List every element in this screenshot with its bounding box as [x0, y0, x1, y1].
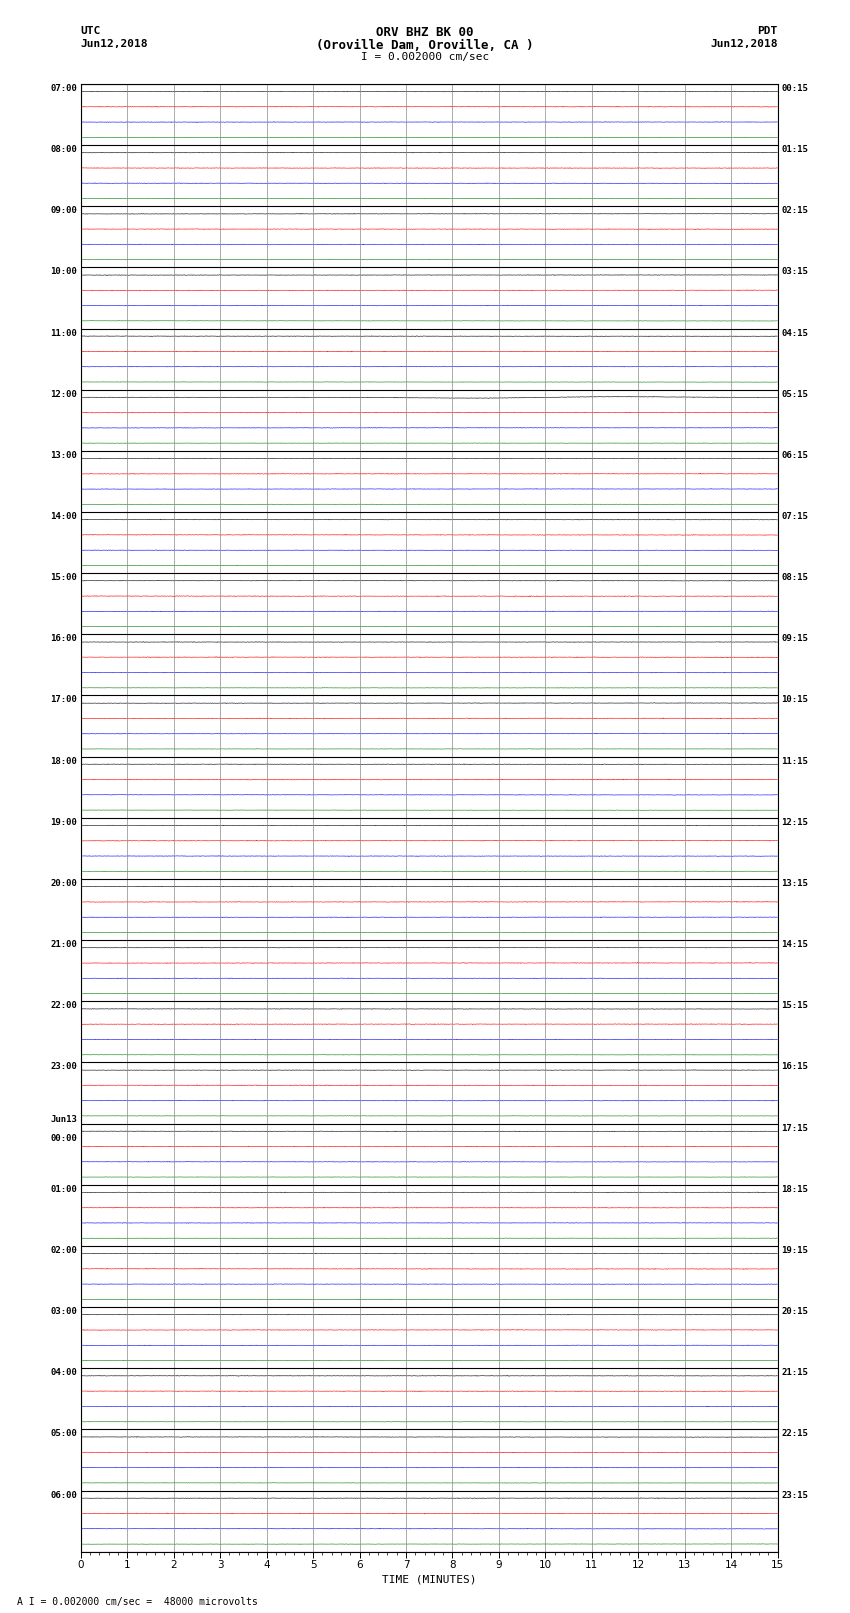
Text: 12:15: 12:15 [781, 818, 808, 827]
Text: 15:15: 15:15 [781, 1002, 808, 1010]
Text: 16:15: 16:15 [781, 1063, 808, 1071]
Text: 00:15: 00:15 [781, 84, 808, 94]
Text: 19:15: 19:15 [781, 1245, 808, 1255]
Text: Jun12,2018: Jun12,2018 [711, 39, 778, 48]
Text: 10:00: 10:00 [50, 268, 77, 276]
Text: 09:00: 09:00 [50, 206, 77, 215]
Text: 01:00: 01:00 [50, 1186, 77, 1194]
Text: 15:00: 15:00 [50, 573, 77, 582]
Text: 12:00: 12:00 [50, 390, 77, 398]
Text: 01:15: 01:15 [781, 145, 808, 153]
Text: 13:00: 13:00 [50, 452, 77, 460]
Text: I = 0.002000 cm/sec: I = 0.002000 cm/sec [361, 52, 489, 61]
Text: 03:00: 03:00 [50, 1307, 77, 1316]
Text: 10:15: 10:15 [781, 695, 808, 705]
Text: 21:00: 21:00 [50, 940, 77, 948]
Text: 02:00: 02:00 [50, 1245, 77, 1255]
Text: 11:15: 11:15 [781, 756, 808, 766]
Text: 06:00: 06:00 [50, 1490, 77, 1500]
Text: 22:15: 22:15 [781, 1429, 808, 1439]
Text: 20:00: 20:00 [50, 879, 77, 887]
Text: 05:15: 05:15 [781, 390, 808, 398]
Text: ORV BHZ BK 00: ORV BHZ BK 00 [377, 26, 473, 39]
Text: 00:00: 00:00 [50, 1124, 77, 1144]
Text: 18:15: 18:15 [781, 1186, 808, 1194]
Text: Jun12,2018: Jun12,2018 [81, 39, 148, 48]
Text: 07:00: 07:00 [50, 84, 77, 94]
Text: Jun13: Jun13 [50, 1115, 77, 1124]
Text: 09:15: 09:15 [781, 634, 808, 644]
Text: 16:00: 16:00 [50, 634, 77, 644]
Text: 19:00: 19:00 [50, 818, 77, 827]
Text: 06:15: 06:15 [781, 452, 808, 460]
Text: 13:15: 13:15 [781, 879, 808, 887]
X-axis label: TIME (MINUTES): TIME (MINUTES) [382, 1574, 477, 1584]
Text: 08:15: 08:15 [781, 573, 808, 582]
Text: 21:15: 21:15 [781, 1368, 808, 1378]
Text: 20:15: 20:15 [781, 1307, 808, 1316]
Text: 04:00: 04:00 [50, 1368, 77, 1378]
Text: 23:00: 23:00 [50, 1063, 77, 1071]
Text: 11:00: 11:00 [50, 329, 77, 337]
Text: 04:15: 04:15 [781, 329, 808, 337]
Text: A I = 0.002000 cm/sec =  48000 microvolts: A I = 0.002000 cm/sec = 48000 microvolts [17, 1597, 258, 1607]
Text: 14:00: 14:00 [50, 511, 77, 521]
Text: 18:00: 18:00 [50, 756, 77, 766]
Text: 07:15: 07:15 [781, 511, 808, 521]
Text: 17:00: 17:00 [50, 695, 77, 705]
Text: 08:00: 08:00 [50, 145, 77, 153]
Text: 05:00: 05:00 [50, 1429, 77, 1439]
Text: 23:15: 23:15 [781, 1490, 808, 1500]
Text: (Oroville Dam, Oroville, CA ): (Oroville Dam, Oroville, CA ) [316, 39, 534, 52]
Text: 03:15: 03:15 [781, 268, 808, 276]
Text: 02:15: 02:15 [781, 206, 808, 215]
Text: 14:15: 14:15 [781, 940, 808, 948]
Text: UTC: UTC [81, 26, 101, 35]
Text: 22:00: 22:00 [50, 1002, 77, 1010]
Text: 17:15: 17:15 [781, 1124, 808, 1132]
Text: PDT: PDT [757, 26, 778, 35]
